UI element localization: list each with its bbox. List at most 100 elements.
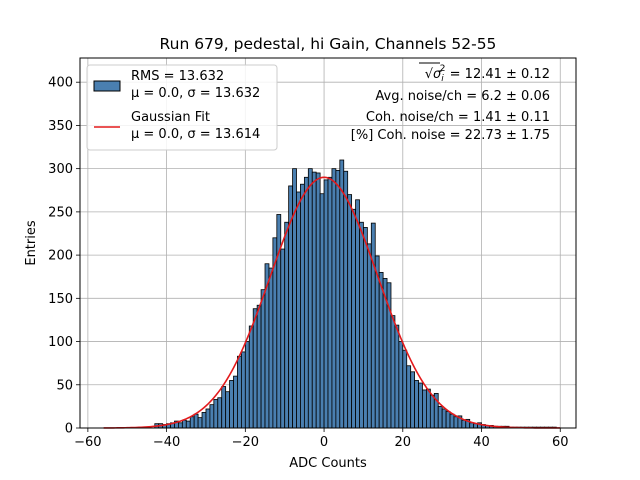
histogram-bar [209,404,215,429]
histogram-bar [205,408,211,429]
x-tick-label: 20 [395,435,412,450]
histogram-bar [418,382,423,429]
y-tick-label: 300 [48,162,73,177]
y-tick-label: 250 [48,205,73,220]
legend-box [86,64,278,151]
histogram-bar [268,267,274,429]
histogram-bar [378,271,384,429]
legend-fit-stats: μ = 0.0, σ = 13.614 [131,127,260,142]
histogram-bar [469,422,475,429]
histogram-bar [240,351,246,429]
histogram-bar [339,159,345,429]
histogram-bar [414,380,419,429]
histogram-bar [343,170,349,429]
histogram-bar [260,289,266,429]
x-tick-label: −20 [232,435,259,450]
histogram-bar [449,413,455,429]
histogram-bar [315,172,321,429]
plot-frame [79,57,577,429]
annotation-avg-noise: Avg. noise/ch = 6.2 ± 0.06 [375,89,550,104]
histogram-bar [248,325,254,429]
histogram-bar [437,405,443,429]
x-tick-label: 0 [320,435,328,450]
histogram-bar [461,419,467,429]
y-tick-label: 100 [48,335,73,350]
y-tick-label: 50 [56,378,73,393]
histogram-bar [445,411,451,429]
legend-fit-label: Gaussian Fit [131,110,210,125]
histogram-bar [453,416,459,429]
annotations: √σi2 = 12.41 ± 0.12 Avg. noise/ch = 6.2 … [351,62,550,143]
histogram-bar [366,243,372,429]
y-tick-label: 400 [48,76,73,91]
histogram-bar [426,388,431,429]
histogram-bar [296,191,301,429]
histogram-bar [394,324,400,429]
x-axis-label: ADC Counts [289,456,367,471]
legend: RMS = 13.632 μ = 0.0, σ = 13.632 Gaussia… [86,64,278,151]
histogram-bar [429,394,435,429]
histogram-bar [359,221,364,429]
x-axis: −60 −40 −20 0 20 40 60 [74,428,569,450]
histogram-bar [331,168,337,429]
histogram-bar [284,221,290,429]
histogram-bar [217,397,223,429]
histogram-bar [189,416,195,429]
legend-histogram-label: RMS = 13.632 [131,69,224,84]
histogram-bar [292,168,297,429]
histogram-bar [252,308,258,429]
x-tick-label: 40 [473,435,490,450]
histogram-bar [402,349,408,429]
histogram-bar [201,412,207,429]
histogram-bar [221,386,227,429]
annotation-sigma-sum: √σi2 = 12.41 ± 0.12 [419,62,550,84]
legend-histogram-swatch [93,80,121,92]
histogram-bar [355,199,360,429]
histogram-bar [370,222,376,429]
legend-histogram-stats: μ = 0.0, σ = 13.632 [131,86,260,101]
histogram-bar [256,304,262,429]
histogram-bar [244,341,250,429]
y-tick-label: 200 [48,249,73,264]
x-tick-label: 60 [552,435,569,450]
histogram-bar [197,417,203,429]
histogram-bar [347,194,353,429]
histogram-bar [327,176,333,429]
y-axis: 0 50 100 150 200 250 300 350 400 [48,76,80,437]
histogram-bar [178,422,183,429]
histogram-bar [300,183,305,429]
gaussian-fit-line [103,176,561,429]
y-tick-label: 350 [48,119,73,134]
y-tick-label: 150 [48,292,73,307]
histogram-bar [237,355,242,429]
x-tick-label: −40 [153,435,180,450]
histogram-bar [374,255,380,429]
histogram-bar [185,420,191,429]
histogram-bar [229,380,234,429]
y-axis-label: Entries [24,220,39,266]
histogram-bar [335,169,341,429]
chart-title: Run 679, pedestal, hi Gain, Channels 52-… [160,35,497,53]
annotation-sigma-text: √σi2 = 12.41 ± 0.12 [425,64,550,84]
annotation-coh-noise-percent: [%] Coh. noise = 22.73 ± 1.75 [351,128,550,143]
histogram-bar [303,176,309,429]
histogram-bar [233,375,238,429]
x-tick-label: −60 [74,435,101,450]
histogram-bar [311,171,317,429]
histogram-bar [351,208,356,429]
histogram-bar [307,168,313,429]
histogram-bar [390,315,396,429]
annotation-coh-noise: Coh. noise/ch = 1.41 ± 0.11 [366,110,550,125]
histogram-bar [280,248,286,429]
histogram-bar [193,413,199,429]
histogram-bar [441,408,447,429]
histogram-bar [410,371,416,429]
histogram-bar [213,399,219,429]
histogram-bar [323,179,329,429]
histogram-bar [422,389,427,429]
histogram-bar [406,365,412,429]
y-tick-label: 0 [65,422,73,437]
histogram-bar [225,391,230,429]
histogram-bar [363,227,368,429]
